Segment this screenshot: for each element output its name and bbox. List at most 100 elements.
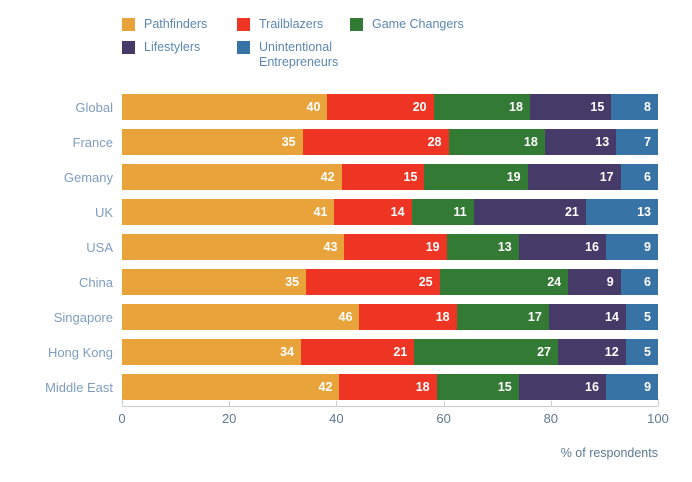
- segment-value-label: 20: [412, 100, 427, 114]
- bar-segment-unintentional-entrepreneurs: 5: [625, 339, 658, 365]
- bar-segment-pathfinders: 42: [122, 164, 342, 190]
- legend-swatch-icon: [237, 18, 250, 31]
- x-axis-tick: [658, 399, 659, 406]
- category-label: Gemany: [63, 169, 113, 185]
- bar-segment-lifestylers: 13: [544, 129, 617, 155]
- x-axis: 0 20 40 60 80 100: [118, 399, 669, 426]
- bar-segment-trailblazers: 21: [301, 339, 415, 365]
- bar-segment-unintentional-entrepreneurs: 9: [605, 234, 658, 260]
- legend-label: Pathfinders: [144, 17, 208, 31]
- bar-segment-trailblazers: 15: [341, 164, 425, 190]
- bar-segment-unintentional-entrepreneurs: 6: [620, 269, 658, 295]
- segment-value-label: 5: [644, 345, 651, 359]
- segment-value-label: 35: [281, 135, 296, 149]
- legend-item-unintentional-entrepreneurs: Unintentional Entrepreneurs: [237, 40, 350, 71]
- bar-segment-pathfinders: 42: [122, 374, 340, 400]
- segment-value-label: 34: [280, 345, 295, 359]
- x-axis-tick-label: 20: [221, 411, 237, 426]
- legend-swatch-icon: [237, 40, 250, 54]
- bar-segment-trailblazers: 14: [334, 199, 412, 225]
- x-axis-tick: [443, 401, 445, 406]
- bar-segment-trailblazers: 25: [306, 269, 440, 295]
- segment-value-label: 18: [435, 310, 450, 324]
- chart-legend: Pathfinders Trailblazers Game Changers Life…: [122, 17, 464, 71]
- bar-segment-trailblazers: 20: [327, 94, 434, 120]
- bar-segment-unintentional-entrepreneurs: 7: [616, 129, 658, 155]
- bar-segment-game-changers: 13: [446, 234, 519, 260]
- category-label: China: [79, 274, 113, 290]
- legend-item-lifestylers: Lifestylers: [122, 40, 237, 71]
- bar-segment-unintentional-entrepreneurs: 5: [625, 304, 658, 330]
- segment-value-label: 18: [509, 100, 523, 114]
- x-axis-tick-label: 0: [118, 411, 126, 426]
- bar-segment-game-changers: 15: [436, 374, 519, 400]
- bar-segment-pathfinders: 43: [122, 234, 345, 260]
- category-label: Middle East: [45, 379, 113, 395]
- segment-value-label: 6: [644, 275, 651, 289]
- segment-value-label: 15: [497, 380, 512, 394]
- bar-segment-unintentional-entrepreneurs: 9: [605, 374, 659, 400]
- segment-value-label: 18: [415, 380, 430, 394]
- segment-value-label: 15: [590, 100, 605, 114]
- bar-segment-game-changers: 24: [439, 269, 569, 295]
- legend-label: Lifestylers: [144, 39, 201, 54]
- bar-segment-lifestylers: 12: [557, 339, 626, 365]
- segment-value-label: 18: [523, 135, 538, 149]
- segment-value-label: 15: [403, 170, 418, 184]
- bar-segment-trailblazers: 18: [339, 374, 437, 400]
- bar-row-france: France 35 28 18 13 7: [0, 129, 658, 155]
- bar-segment-lifestylers: 15: [529, 94, 612, 120]
- bar-segment-trailblazers: 18: [359, 304, 457, 330]
- x-axis-tick: [336, 401, 338, 406]
- stacked-bar: 35 28 18 13 7: [122, 129, 658, 155]
- bar-segment-game-changers: 18: [448, 129, 545, 155]
- segment-value-label: 6: [644, 170, 651, 184]
- legend-item-trailblazers: Trailblazers: [237, 17, 350, 33]
- x-axis-tick: [550, 401, 552, 406]
- segment-value-label: 17: [527, 310, 542, 324]
- bar-segment-lifestylers: 16: [518, 234, 606, 260]
- segment-value-label: 27: [537, 345, 551, 359]
- segment-value-label: 42: [318, 380, 333, 394]
- category-label: Hong Kong: [47, 344, 113, 360]
- segment-value-label: 13: [637, 205, 651, 219]
- segment-value-label: 19: [506, 170, 521, 184]
- stacked-bar: 43 19 13 16 9: [122, 234, 658, 260]
- bar-segment-pathfinders: 41: [122, 199, 335, 225]
- x-axis-tick: [122, 399, 123, 406]
- legend-label: Trailblazers: [259, 17, 324, 31]
- bar-segment-lifestylers: 16: [518, 374, 606, 400]
- segment-value-label: 11: [453, 205, 467, 219]
- x-axis-tick-label: 100: [647, 411, 669, 426]
- segment-value-label: 9: [644, 380, 652, 394]
- segment-value-label: 13: [497, 240, 512, 254]
- category-label: France: [72, 134, 113, 150]
- bar-segment-game-changers: 18: [433, 94, 530, 120]
- segment-value-label: 28: [427, 135, 442, 149]
- legend-swatch-icon: [350, 18, 363, 31]
- bar-segment-game-changers: 11: [411, 199, 474, 225]
- stacked-bar: 46 18 17 14 5: [122, 304, 658, 330]
- bar-segment-lifestylers: 21: [473, 199, 586, 225]
- stacked-bar: 40 20 18 15 8: [122, 94, 658, 120]
- bar-segment-pathfinders: 35: [122, 129, 303, 155]
- segment-value-label: 5: [644, 310, 651, 324]
- bar-segment-pathfinders: 40: [122, 94, 328, 120]
- segment-value-label: 17: [599, 170, 614, 184]
- bar-segment-lifestylers: 14: [548, 304, 626, 330]
- bar-segment-pathfinders: 34: [122, 339, 302, 365]
- bar-segment-lifestylers: 17: [527, 164, 621, 190]
- x-axis-tick: [229, 401, 231, 406]
- segment-value-label: 7: [644, 135, 651, 149]
- category-label: Global: [75, 99, 113, 115]
- bar-segment-unintentional-entrepreneurs: 8: [611, 94, 658, 120]
- bar-row-middle-east: Middle East 42 18 15 16 9: [0, 374, 659, 400]
- stacked-bar: 42 15 19 17 6: [122, 164, 658, 190]
- stacked-bar: 34 21 27 12 5: [122, 339, 658, 365]
- segment-value-label: 12: [604, 345, 619, 359]
- bar-segment-pathfinders: 46: [122, 304, 360, 330]
- bar-segment-trailblazers: 19: [344, 234, 447, 260]
- segment-value-label: 24: [547, 275, 562, 289]
- segment-value-label: 16: [585, 380, 599, 394]
